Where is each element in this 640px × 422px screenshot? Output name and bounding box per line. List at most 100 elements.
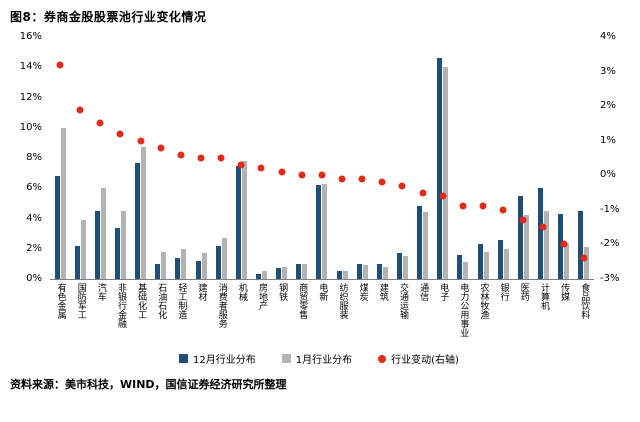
bar-january — [60, 127, 66, 279]
category-group: 汽车 — [90, 37, 110, 301]
category-group: 纺织服装 — [332, 37, 352, 319]
change-dot — [197, 154, 205, 162]
x-axis-label: 煤炭 — [357, 283, 368, 301]
category-group: 石油石化 — [151, 37, 171, 319]
x-axis-label: 房地产 — [256, 283, 267, 310]
category-group: 农林牧渔 — [473, 37, 493, 319]
x-axis-label: 有色金属 — [55, 283, 66, 319]
bar-december — [396, 253, 402, 279]
axis-tick-label: 4% — [26, 212, 42, 224]
bar-december — [336, 271, 342, 279]
x-axis-label: 建筑 — [377, 283, 388, 301]
axis-tick-label: 2% — [600, 100, 616, 112]
x-axis-label: 食品饮料 — [579, 283, 590, 319]
axis-tick-label: 8% — [26, 152, 42, 163]
category-group: 建材 — [191, 37, 211, 301]
axis-tick-label: 14% — [19, 61, 42, 73]
bar-january — [302, 263, 308, 279]
change-dot — [398, 182, 406, 190]
right-y-axis: 4% 3% 2% 1% 0% -1% -2% -3% — [600, 32, 628, 284]
category-group: 轻工制造 — [171, 37, 191, 319]
bar-december — [195, 260, 201, 279]
bar-december — [497, 239, 503, 279]
change-dot — [358, 175, 366, 183]
change-dot — [257, 164, 265, 172]
category-group: 煤炭 — [352, 37, 372, 301]
bar-december — [578, 210, 584, 279]
change-dot — [318, 171, 326, 179]
axis-tick-label: 0% — [600, 169, 616, 181]
bar-january — [342, 271, 348, 279]
x-axis-label: 纺织服装 — [337, 283, 348, 319]
change-dot — [116, 130, 124, 138]
bar-december — [356, 263, 362, 279]
bar-january — [80, 220, 86, 279]
legend-label-change: 行业变动(右轴) — [391, 355, 459, 366]
axis-tick-label: 6% — [26, 182, 42, 194]
bar-december — [54, 176, 60, 279]
bar-january — [443, 67, 449, 279]
change-dot — [519, 216, 527, 224]
bar-december — [235, 165, 241, 279]
chart-title: 图8：券商金股股票池行业变化情况 — [10, 10, 207, 24]
category-group: 传媒 — [554, 37, 574, 301]
change-dot — [177, 151, 185, 159]
change-dot — [298, 171, 306, 179]
bar-january — [382, 266, 388, 279]
bar-december — [255, 274, 261, 279]
category-group: 有色金属 — [50, 37, 70, 319]
bar-december — [94, 210, 100, 279]
bar-december — [457, 254, 463, 279]
legend: 12月行业分布 1月行业分布 行业变动(右轴) — [10, 351, 628, 366]
change-dot — [76, 106, 84, 114]
december-bar-swatch — [179, 354, 189, 363]
plot-area: 有色金属 国防军工 汽车 非银行金融 基础化工 石油石化 轻工制造 建材 消费者服务 机械 房地产钢… — [50, 37, 594, 337]
bar-december — [276, 268, 282, 279]
bar-january — [402, 256, 408, 279]
change-dot — [580, 254, 588, 262]
axis-tick-label: 10% — [19, 121, 42, 133]
chart-area: 16% 14% 12% 10% 8% 6% 4% 2% 0% 有色金属 国防军工 汽车 非银行金融 基础… — [10, 32, 628, 347]
bar-january — [201, 253, 207, 279]
axis-tick-label: 1% — [600, 134, 616, 146]
axis-tick-label: 3% — [600, 65, 616, 77]
legend-item-december: 12月行业分布 — [179, 351, 256, 366]
x-axis-label: 计算机 — [538, 283, 549, 310]
x-axis-label: 非银行金融 — [115, 283, 126, 328]
change-dot — [56, 61, 64, 69]
bar-december — [215, 245, 221, 279]
x-axis-label: 石油石化 — [156, 283, 167, 319]
category-group: 房地产 — [251, 37, 271, 310]
x-axis-label: 传媒 — [559, 283, 570, 301]
x-axis-label: 交通运输 — [397, 283, 408, 319]
bar-january — [100, 188, 106, 279]
bar-december — [155, 263, 161, 279]
axis-tick-label: 4% — [600, 31, 616, 42]
change-dot — [157, 144, 165, 152]
axis-tick-label: 16% — [19, 31, 42, 42]
change-dot — [96, 119, 104, 127]
change-dot — [499, 206, 507, 214]
x-axis-label: 基础化工 — [136, 283, 147, 319]
change-dot-swatch — [378, 354, 387, 363]
axis-tick-label: -2% — [600, 238, 620, 250]
bar-january — [120, 210, 126, 279]
change-dot — [419, 189, 427, 197]
x-axis-label: 商贸零售 — [297, 283, 308, 319]
legend-item-january: 1月行业分布 — [281, 351, 352, 366]
bar-january — [584, 247, 590, 279]
category-group: 银行 — [493, 37, 513, 301]
january-bar-swatch — [281, 354, 291, 363]
bar-january — [423, 212, 429, 279]
bar-january — [362, 265, 368, 279]
bar-january — [161, 251, 167, 279]
legend-item-change: 行业变动(右轴) — [378, 351, 459, 366]
x-axis-label: 电子 — [438, 283, 449, 301]
change-dot — [338, 175, 346, 183]
change-dot — [459, 202, 467, 210]
change-dot — [237, 161, 245, 169]
bar-december — [74, 245, 80, 279]
change-dot — [137, 137, 145, 145]
x-axis-label: 国防军工 — [75, 283, 86, 319]
x-axis-label: 钢铁 — [277, 283, 288, 301]
